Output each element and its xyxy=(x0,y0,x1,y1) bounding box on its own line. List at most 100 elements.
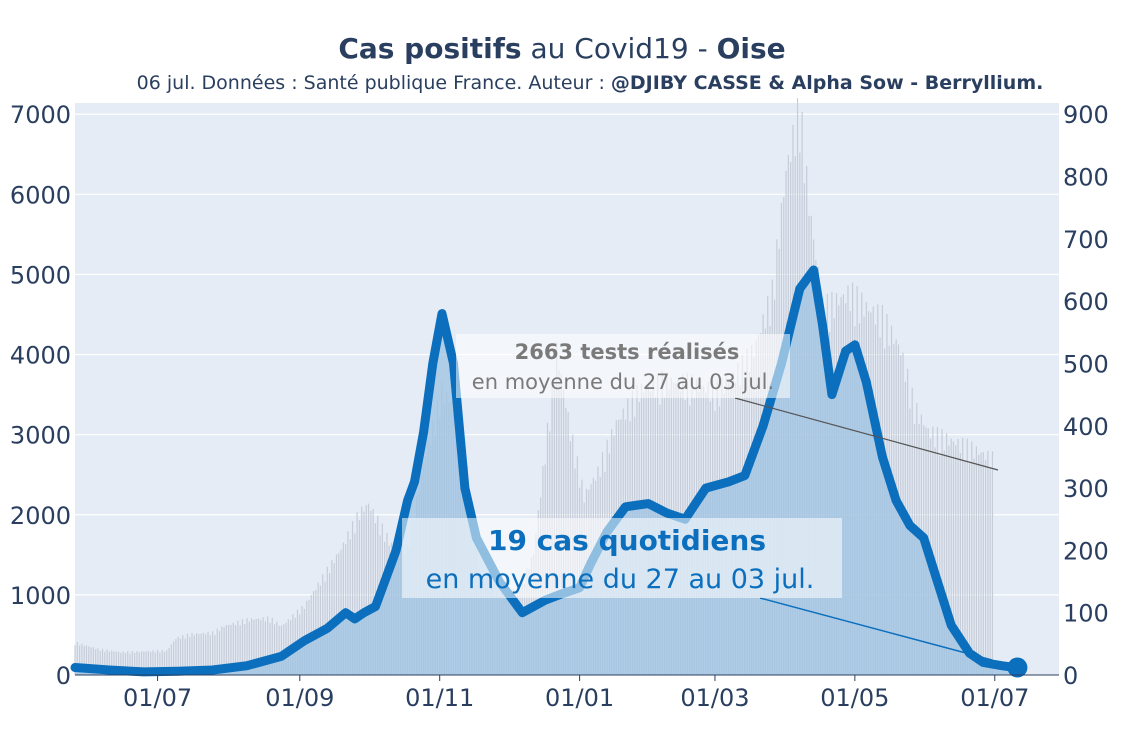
tests-bar xyxy=(941,429,943,675)
y-right-tick-label: 300 xyxy=(1063,475,1109,503)
chart-subtitle-plain: 06 jul. Données : Santé publique France.… xyxy=(137,72,611,94)
tests-bar xyxy=(955,445,957,675)
chart-title: Cas positifs au Covid19 - Oise xyxy=(338,32,785,65)
x-tick-label: 01/09 xyxy=(265,684,334,712)
tests-bar xyxy=(978,454,980,675)
tests-bar xyxy=(230,624,232,675)
tests-bar xyxy=(92,647,94,675)
tests-bar xyxy=(253,619,255,675)
tests-bar xyxy=(964,461,966,675)
tests-bar xyxy=(278,625,280,675)
chart-title-part-1: Cas positifs xyxy=(338,32,521,65)
tests-bar xyxy=(225,625,227,675)
y-left-tick-label: 7000 xyxy=(10,101,71,129)
y-right-tick-label: 100 xyxy=(1063,600,1109,628)
x-tick-label: 01/03 xyxy=(680,684,749,712)
chart-subtitle: 06 jul. Données : Santé publique France.… xyxy=(137,72,1044,94)
tests-bar xyxy=(347,531,349,675)
tests-bar xyxy=(237,620,239,675)
tests-bar xyxy=(115,651,117,675)
tests-bar xyxy=(184,638,186,675)
tests-bar xyxy=(322,574,324,675)
tests-bar xyxy=(147,650,149,675)
tests-bar xyxy=(117,651,120,675)
tests-bar xyxy=(170,644,172,675)
tests-bar xyxy=(156,650,159,675)
x-tick-label: 01/07 xyxy=(960,684,1029,712)
tests-bar xyxy=(273,624,276,675)
tests-bar xyxy=(136,651,138,675)
tests-bar xyxy=(101,648,104,675)
tests-bar xyxy=(143,651,145,675)
y-right-tick-label: 600 xyxy=(1063,288,1109,316)
x-tick-label: 01/05 xyxy=(820,684,889,712)
tests-bar xyxy=(76,642,78,675)
tests-bar xyxy=(179,638,182,675)
tests-bar xyxy=(257,618,260,675)
tests-bar xyxy=(154,652,156,675)
tests-bar xyxy=(134,653,136,675)
tests-bar xyxy=(971,441,973,675)
x-tick-label: 01/11 xyxy=(405,684,474,712)
tests-bar xyxy=(968,463,971,675)
tests-bar xyxy=(959,452,961,675)
tests-bar xyxy=(161,649,163,675)
tests-bar xyxy=(177,636,179,675)
tests-bar xyxy=(198,634,200,675)
y-left-tick-label: 5000 xyxy=(10,261,71,289)
tests-bar xyxy=(88,646,90,675)
tests-bar xyxy=(74,645,76,675)
tests-bar xyxy=(244,624,246,675)
tests-bar xyxy=(214,634,216,675)
tests-bar xyxy=(991,451,994,675)
tests-bar xyxy=(271,617,273,675)
tests-bar xyxy=(95,649,97,675)
tests-bar xyxy=(182,635,184,675)
chart-title-part-2: au Covid19 - xyxy=(522,32,717,65)
tests-bar xyxy=(168,648,170,675)
tests-bar xyxy=(946,433,948,675)
y-right-tick-label: 900 xyxy=(1063,101,1109,129)
y-left-tick-label: 1000 xyxy=(10,582,71,610)
tests-bar xyxy=(166,650,168,675)
tests-bar xyxy=(150,651,152,675)
tests-annotation-value: 2663 tests réalisés xyxy=(515,340,740,364)
tests-annotation-box xyxy=(456,334,790,398)
tests-bar xyxy=(952,441,955,675)
tests-bar xyxy=(99,651,101,675)
tests-bar xyxy=(264,621,266,675)
tests-bar xyxy=(985,460,987,675)
tests-bar xyxy=(943,450,945,675)
y-right-tick-label: 700 xyxy=(1063,226,1109,254)
tests-bar xyxy=(331,560,333,675)
cases-annotation-period: en moyenne du 27 au 03 jul. xyxy=(426,564,815,595)
cases-last-point xyxy=(1007,657,1028,678)
tests-bar xyxy=(200,633,202,675)
tests-bar xyxy=(129,653,131,675)
tests-bar xyxy=(90,647,92,675)
tests-bar xyxy=(367,503,370,675)
tests-bar xyxy=(122,651,124,675)
tests-bar xyxy=(957,438,959,675)
y-left-tick-label: 0 xyxy=(56,662,71,690)
tests-bar xyxy=(241,619,244,675)
y-axis-left: 0 1000 2000 3000 4000 5000 6000 7000 xyxy=(10,101,71,690)
tests-bar xyxy=(246,618,248,675)
chart-subtitle-bold: @DJIBY CASSE & Alpha Sow - Berryllium. xyxy=(611,72,1043,94)
tests-bar xyxy=(248,621,250,675)
tests-bar xyxy=(932,426,934,675)
tests-bar xyxy=(113,651,115,675)
tests-bar xyxy=(209,635,211,675)
tests-bar xyxy=(962,437,964,675)
tests-bar xyxy=(131,651,133,675)
tests-bar xyxy=(556,342,558,675)
tests-bar xyxy=(239,625,241,675)
tests-bar xyxy=(228,624,230,675)
tests-bar xyxy=(251,618,253,675)
tests-bar xyxy=(370,510,372,675)
tests-bar xyxy=(980,452,982,675)
y-right-tick-label: 400 xyxy=(1063,413,1109,441)
tests-bar xyxy=(216,628,218,675)
tests-bar xyxy=(138,652,140,675)
